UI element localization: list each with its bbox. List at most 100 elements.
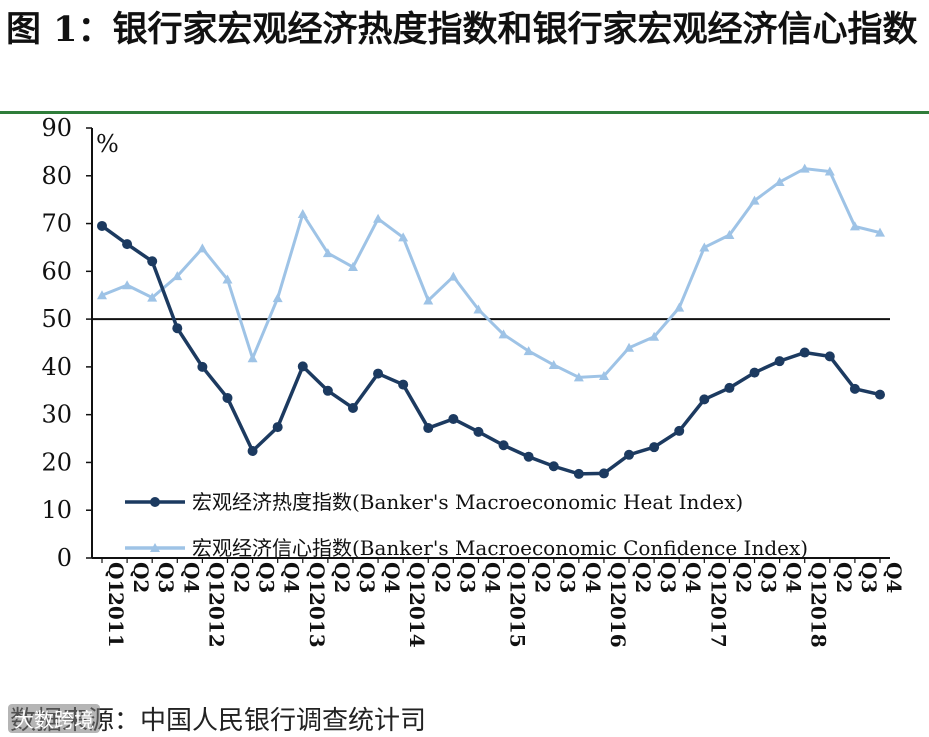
confidence-index-point bbox=[799, 163, 810, 173]
x-tick-quarter: Q1 bbox=[706, 562, 730, 593]
x-tick-quarter: Q2 bbox=[229, 562, 253, 593]
x-tick-quarter: Q3 bbox=[355, 562, 379, 593]
x-tick-year: 2017 bbox=[706, 592, 730, 648]
x-tick-quarter: Q3 bbox=[255, 562, 279, 593]
x-tick-quarter: Q2 bbox=[330, 562, 354, 593]
heat-index-point bbox=[699, 394, 710, 405]
heat-index-point bbox=[649, 442, 660, 453]
legend-confidence-label: 宏观经济信心指数(Banker's Macroeconomic Confiden… bbox=[192, 536, 808, 560]
unit-label: % bbox=[96, 130, 119, 158]
x-tick-quarter: Q4 bbox=[882, 562, 906, 593]
x-tick-quarter: Q3 bbox=[757, 562, 781, 593]
y-tick-labels: 0 10 20 30 40 50 60 70 80 90 bbox=[41, 114, 92, 572]
y-tick-label: 50 bbox=[41, 305, 72, 333]
y-tick-label: 0 bbox=[57, 544, 72, 572]
x-tick-quarter: Q4 bbox=[380, 562, 404, 593]
x-tick-year: 2011 bbox=[104, 592, 128, 648]
confidence-index-point bbox=[147, 292, 158, 302]
heat-index-point bbox=[749, 367, 760, 378]
x-tick-year: 2013 bbox=[305, 592, 329, 648]
confidence-index-point bbox=[347, 262, 358, 272]
confidence-index-point bbox=[473, 304, 484, 314]
x-tick-quarter: Q3 bbox=[857, 562, 881, 593]
series bbox=[97, 163, 885, 479]
confidence-index-point bbox=[97, 290, 107, 300]
heat-index-point bbox=[247, 445, 258, 456]
x-tick-quarter: Q1 bbox=[405, 562, 429, 593]
x-tick-quarter: Q3 bbox=[556, 562, 580, 593]
y-tick-label: 10 bbox=[41, 496, 72, 524]
y-tick-label: 40 bbox=[41, 353, 72, 381]
heat-index-point bbox=[297, 361, 308, 372]
confidence-index-point bbox=[197, 243, 208, 253]
heat-index-point bbox=[624, 449, 635, 460]
x-tick-year: 2015 bbox=[506, 592, 530, 648]
x-tick-quarter: Q1 bbox=[807, 562, 831, 593]
heat-index-point bbox=[97, 220, 107, 231]
confidence-index-point bbox=[624, 342, 635, 352]
heat-index-point bbox=[598, 468, 609, 479]
heat-index-point bbox=[373, 368, 384, 379]
x-tick-quarter: Q4 bbox=[480, 562, 504, 593]
confidence-index-point bbox=[774, 176, 785, 186]
x-tick-quarter: Q4 bbox=[681, 562, 705, 593]
x-tick-quarter: Q4 bbox=[179, 562, 203, 593]
confidence-index-point bbox=[222, 274, 233, 284]
y-tick-label: 70 bbox=[41, 210, 72, 238]
confidence-index-point bbox=[398, 232, 409, 242]
heat-index-point bbox=[347, 402, 358, 413]
x-tick-year: 2014 bbox=[405, 592, 429, 648]
heat-index-point bbox=[875, 389, 885, 400]
confidence-index-point bbox=[699, 242, 710, 252]
confidence-index-point bbox=[498, 329, 509, 339]
confidence-index-point bbox=[523, 346, 534, 356]
y-tick-label: 20 bbox=[41, 448, 72, 476]
x-tick-quarter: Q2 bbox=[832, 562, 856, 593]
y-tick-label: 60 bbox=[41, 257, 72, 285]
x-tick-quarter: Q2 bbox=[129, 562, 153, 593]
watermark: 大数跨境 bbox=[8, 704, 100, 733]
heat-index-point bbox=[799, 347, 810, 358]
legend: 宏观经济热度指数(Banker's Macroeconomic Heat Ind… bbox=[125, 490, 808, 560]
heat-index-point bbox=[724, 382, 735, 393]
heat-index-point bbox=[548, 461, 559, 472]
x-tick-quarter: Q4 bbox=[581, 562, 605, 593]
confidence-index-point bbox=[122, 280, 133, 290]
x-tick-quarter: Q1 bbox=[506, 562, 530, 593]
x-tick-quarter: Q3 bbox=[455, 562, 479, 593]
heat-index-point bbox=[147, 256, 158, 267]
confidence-index-point bbox=[373, 213, 384, 223]
confidence-index-point bbox=[649, 331, 660, 341]
legend-heat-marker bbox=[150, 497, 160, 507]
confidence-index-point bbox=[824, 166, 835, 176]
confidence-index-point bbox=[724, 230, 735, 240]
heat-index-point bbox=[824, 351, 835, 362]
confidence-index-point bbox=[749, 195, 760, 205]
x-tick-quarter: Q2 bbox=[731, 562, 755, 593]
heat-index-point bbox=[498, 440, 509, 451]
confidence-index-point bbox=[423, 295, 434, 305]
axes: % bbox=[91, 128, 890, 559]
x-tick-quarter: Q4 bbox=[782, 562, 806, 593]
y-tick-label: 80 bbox=[41, 162, 72, 190]
confidence-index-point bbox=[548, 359, 559, 369]
confidence-index-point bbox=[322, 248, 333, 258]
x-tick-year: 2016 bbox=[606, 592, 630, 648]
heat-index-point bbox=[849, 383, 860, 394]
confidence-index-point bbox=[598, 370, 609, 380]
legend-heat-label: 宏观经济热度指数(Banker's Macroeconomic Heat Ind… bbox=[192, 490, 743, 514]
heat-index-line bbox=[100, 224, 881, 476]
confidence-index-point bbox=[448, 271, 459, 281]
x-tick-quarter: Q1 bbox=[204, 562, 228, 593]
heat-index-point bbox=[172, 323, 183, 334]
legend-confidence-marker bbox=[150, 543, 160, 552]
x-tick-quarter: Q3 bbox=[154, 562, 178, 593]
heat-index-point bbox=[774, 356, 785, 367]
heat-index-point bbox=[122, 239, 133, 250]
x-tick-quarter: Q1 bbox=[606, 562, 630, 593]
heat-index-point bbox=[448, 413, 459, 424]
y-tick-label: 90 bbox=[41, 114, 72, 142]
heat-index-point bbox=[423, 423, 434, 434]
confidence-index-point bbox=[674, 302, 685, 312]
